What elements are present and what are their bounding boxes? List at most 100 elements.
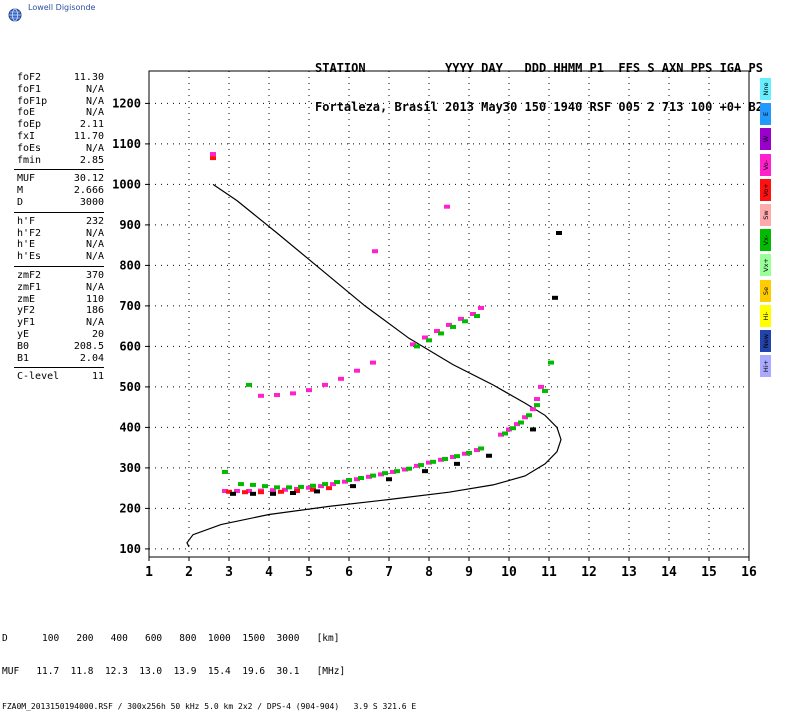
x-tick-label: 4 — [265, 565, 273, 580]
echo-point-vx — [438, 331, 444, 336]
echo-point-vx — [442, 456, 448, 461]
echo-point-vo — [446, 322, 452, 327]
param-row: C-level 11 — [14, 371, 104, 383]
echo-point-other — [552, 295, 558, 300]
y-tick-label: 900 — [119, 218, 141, 232]
echo-point-vo — [222, 488, 228, 493]
param-row: B1 2.04 — [14, 353, 104, 365]
legend-label: Vo- — [761, 159, 770, 170]
param-label: foF1p — [17, 95, 48, 107]
x-tick-label: 2 — [185, 565, 193, 580]
param-label: MUF — [17, 173, 36, 185]
param-row: yF1 N/A — [14, 317, 104, 329]
echo-point-vo — [414, 463, 420, 468]
echo-point-vo — [514, 422, 520, 427]
echo-point-other — [530, 427, 536, 432]
x-tick-label: 3 — [225, 565, 233, 580]
param-label: zmF2 — [17, 269, 42, 281]
echo-point-vo — [506, 427, 512, 432]
param-row: fmin 2.85 — [14, 155, 104, 167]
echo-point-vx — [222, 469, 228, 474]
echo-point-vx — [526, 413, 532, 418]
param-row: B0 208.5 — [14, 341, 104, 353]
param-value: 232 — [85, 215, 104, 227]
param-value: 2.85 — [79, 154, 104, 166]
param-label: foE — [17, 107, 36, 119]
param-value: N/A — [85, 142, 104, 154]
legend-label: Vx- — [761, 234, 770, 246]
legend-label: E — [761, 112, 770, 117]
param-value: 370 — [85, 269, 104, 281]
param-row: h'F2 N/A — [14, 228, 104, 240]
param-label: yF1 — [17, 317, 36, 329]
x-tick-label: 6 — [345, 565, 353, 580]
param-value: 2.11 — [79, 119, 104, 131]
param-row: h'Es N/A — [14, 251, 104, 263]
y-tick-label: 800 — [119, 258, 141, 272]
echo-point-vx — [474, 314, 480, 319]
param-row: foEs N/A — [14, 143, 104, 155]
echo-point-vo — [372, 249, 378, 254]
echo-point-vx — [274, 485, 280, 490]
legend-swatch: E — [760, 103, 771, 126]
echo-point-vx — [406, 466, 412, 471]
legend-swatch: Sw — [760, 203, 771, 226]
param-label: fmin — [17, 154, 42, 166]
param-value: 11.30 — [73, 72, 104, 83]
muf-row: MUF 11.7 11.8 12.3 13.0 13.9 15.4 19.6 3… — [2, 666, 346, 677]
param-label: h'F — [17, 215, 36, 227]
echo-point-vo — [462, 451, 468, 456]
echo-point-vo — [246, 488, 252, 493]
echo-point-vo — [270, 488, 276, 493]
legend-label: Nne — [761, 82, 770, 96]
echo-point-vo — [522, 415, 528, 420]
param-row: yF2 186 — [14, 305, 104, 317]
echo-point-vo — [342, 479, 348, 484]
echo-point-vx — [426, 338, 432, 343]
param-value: N/A — [85, 251, 104, 263]
echo-point-vo — [226, 489, 232, 494]
echo-point-vo — [306, 485, 312, 490]
param-value: N/A — [85, 281, 104, 293]
echo-point-vx — [298, 484, 304, 489]
param-label: yE — [17, 328, 30, 340]
x-tick-label: 10 — [501, 565, 517, 580]
echo-point-vo — [210, 156, 216, 161]
echo-point-vo — [410, 342, 416, 347]
echo-point-vo — [294, 486, 300, 491]
param-separator — [14, 211, 104, 213]
echo-point-vo — [354, 477, 360, 482]
plot-frame — [148, 70, 750, 558]
echo-point-vo — [330, 482, 336, 487]
echo-point-vx — [462, 319, 468, 324]
legend-label: New — [761, 333, 770, 348]
legend-swatch: Vo- — [760, 153, 771, 176]
legend-swatch: Hi+ — [760, 355, 771, 378]
echo-point-vo — [294, 488, 300, 493]
echo-point-vx — [382, 471, 388, 476]
echo-point-vo — [470, 312, 476, 316]
echo-point-vo — [278, 489, 284, 494]
param-row: D 3000 — [14, 197, 104, 209]
echo-point-other — [486, 453, 492, 458]
echo-point-other — [556, 231, 562, 235]
echo-point-vo — [478, 305, 484, 310]
param-label: foF2 — [17, 72, 42, 83]
param-label: fxI — [17, 130, 36, 142]
echo-point-vx — [358, 476, 364, 481]
legend-swatch: New — [760, 329, 771, 352]
param-row: zmF1 N/A — [14, 282, 104, 294]
param-row: foEp 2.11 — [14, 119, 104, 131]
globe-icon — [8, 8, 22, 22]
legend-label: Vo+ — [761, 183, 770, 197]
echo-point-vx — [370, 473, 376, 478]
param-label: zmE — [17, 293, 36, 305]
echo-point-vo — [234, 488, 240, 493]
echo-point-vx — [286, 485, 292, 490]
echo-point-vo — [282, 487, 288, 492]
x-tick-label: 8 — [425, 565, 433, 580]
echo-point-vx — [346, 478, 352, 483]
echo-point-vo — [474, 448, 480, 453]
echo-point-vo — [444, 204, 450, 209]
lowell-logo: Lowell Digisonde — [6, 2, 126, 24]
